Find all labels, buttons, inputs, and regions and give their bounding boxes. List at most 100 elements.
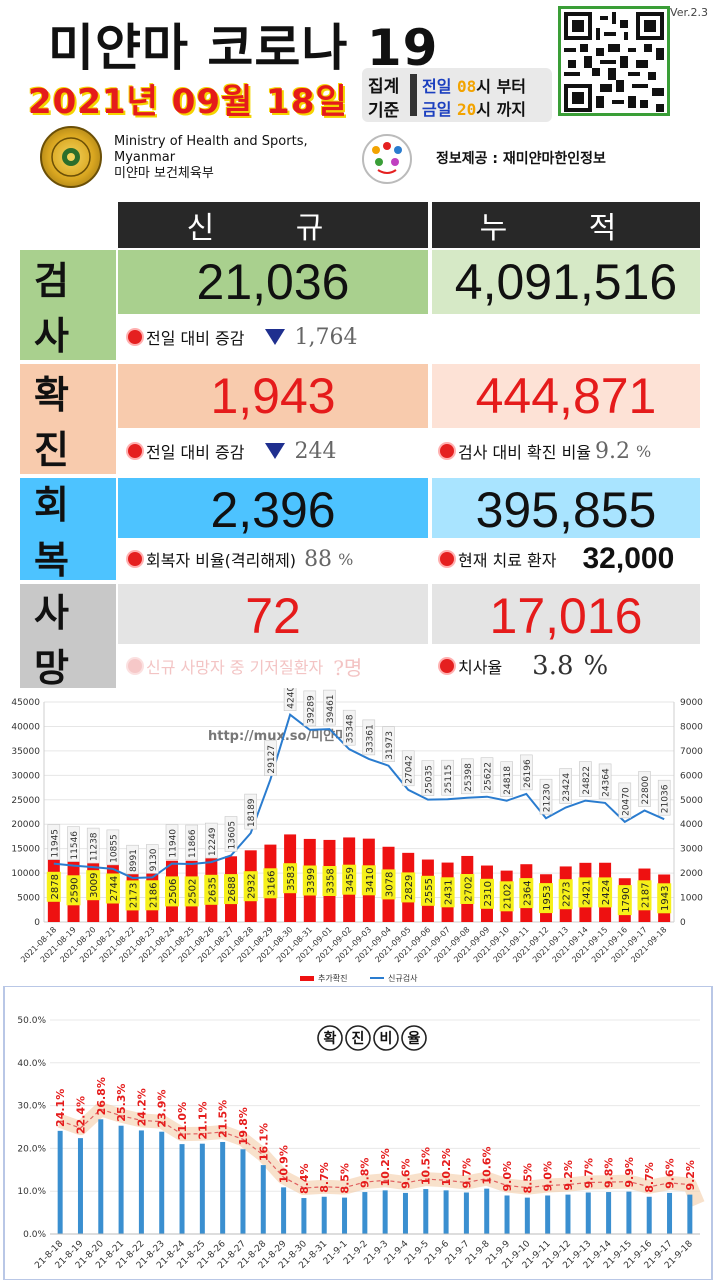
legend-cases-swatch [300, 976, 314, 981]
tests-data-label: 27042 [405, 755, 415, 784]
tests-label-box [618, 782, 632, 819]
case-label-group: 1953 [539, 883, 553, 914]
tests-label-box [500, 761, 514, 797]
ratio-data-label: 9.8% [359, 1158, 372, 1189]
row-label-recovered: 회 복 [20, 478, 116, 582]
tests-change-row: 전일 대비 증감 1,764 [118, 314, 700, 360]
tests-label-group: 42400 [283, 688, 297, 712]
period-line1-prefix: 전일 [422, 77, 452, 96]
tests-label-box [539, 778, 553, 815]
ratio-data-label: 21.5% [217, 1100, 230, 1138]
ratio-bar [443, 1190, 449, 1234]
tests-label-group: 18189 [244, 793, 257, 830]
case-label-group: 1943 [657, 883, 672, 914]
case-label-box [519, 878, 534, 909]
tests-label-group: 24364 [598, 763, 612, 800]
case-label-box [204, 874, 219, 905]
ratio-data-label: 10.9% [278, 1145, 291, 1183]
case-label-box [617, 885, 632, 916]
tests-label-box [224, 816, 238, 852]
ratio-bar [98, 1119, 104, 1234]
case-label-box [342, 864, 357, 895]
ratio-bar [179, 1144, 185, 1234]
y-right-tick-label: 7000 [680, 747, 703, 757]
case-label-box [145, 880, 160, 911]
tests-label-group: 21230 [539, 778, 553, 815]
case-label-box [322, 866, 337, 896]
cases-change-value: 244 [294, 438, 337, 464]
period-label-top: 집계 [368, 77, 400, 97]
y-right-tick-label: 0 [680, 918, 686, 928]
tests-line [53, 713, 665, 880]
case-label-group: 2364 [519, 878, 534, 909]
tests-label-box [598, 763, 612, 800]
tests-data-label: 35348 [346, 714, 356, 743]
period-line2-prefix: 금일 [422, 100, 452, 119]
case-label-box [46, 871, 61, 902]
case-data-label: 3166 [266, 871, 277, 896]
ratio-data-label: 19.8% [237, 1107, 250, 1145]
ratio-bar [382, 1190, 388, 1234]
tests-label-box [441, 759, 454, 796]
case-data-label: 1953 [542, 885, 553, 910]
case-label-box [66, 875, 81, 906]
period-line-1: 전일 08시 부터 [422, 73, 526, 97]
y-right-tick-label: 6000 [680, 771, 703, 781]
ratio-bar [402, 1192, 408, 1234]
tests-data-label: 9130 [149, 848, 159, 871]
case-data-label: 1790 [621, 887, 632, 912]
fatality-rate-value: 3.8 [532, 651, 574, 681]
ratio-data-label: 8.5% [521, 1163, 534, 1194]
period-label-bottom: 기준 [368, 101, 400, 121]
y-left-tick-label: 0 [34, 918, 40, 928]
case-data-label: 2186 [148, 883, 159, 908]
ratio-bar [423, 1189, 429, 1234]
tests-label-group: 11945 [47, 824, 60, 860]
case-label-group: 3410 [361, 865, 376, 896]
tests-label-group: 27042 [401, 750, 415, 787]
tests-data-label: 22800 [641, 776, 651, 805]
tests-label-box [559, 768, 573, 804]
positivity-label: 검사 대비 확진 비율 [458, 443, 592, 462]
tests-label-group: 24818 [500, 761, 514, 797]
case-label-group: 2878 [46, 871, 61, 902]
tests-label-group: 39289 [303, 690, 316, 727]
case-label-group: 2186 [145, 880, 160, 911]
tests-data-label: 11945 [50, 829, 60, 858]
case-label-box [420, 875, 435, 906]
ministry-name: Ministry of Health and Sports, Myanmar 미… [114, 134, 308, 182]
tests-data-label: 21230 [543, 783, 553, 812]
period-line1-num: 08 [457, 77, 477, 96]
y-right-tick-label: 2000 [680, 869, 703, 879]
down-triangle-icon [264, 329, 285, 345]
tests-data-label: 24818 [503, 766, 513, 795]
case-data-label: 2829 [404, 875, 415, 900]
tests-data-label: 13605 [228, 821, 238, 850]
case-label-box [401, 872, 416, 903]
tests-label-box [323, 689, 336, 726]
case-data-label: 2702 [463, 876, 474, 901]
tests-data-label: 8991 [129, 849, 139, 872]
tests-data-label: 11940 [169, 829, 179, 858]
bullet-icon [440, 444, 454, 458]
case-label-group: 3583 [283, 863, 298, 894]
case-data-label: 2878 [50, 874, 61, 899]
ratio-bar [687, 1194, 693, 1234]
tests-label-group: 26196 [519, 754, 533, 791]
case-data-label: 3358 [326, 868, 337, 893]
title-char-circle [401, 1025, 427, 1051]
ratio-data-label: 10.2% [379, 1148, 392, 1186]
tests-data-label: 25622 [484, 762, 494, 791]
active-cases-value: 32,000 [582, 542, 675, 575]
tests-label-box [146, 844, 159, 874]
tests-label-group: 25035 [421, 760, 434, 796]
ratio-bar [260, 1165, 266, 1234]
qr-code[interactable] [558, 6, 670, 116]
tests-data-label: 18189 [247, 798, 257, 827]
ratio-data-label: 9.6% [400, 1158, 413, 1189]
recovery-rate-unit: % [338, 549, 354, 569]
tests-data-label: 23424 [562, 773, 572, 802]
tests-data-label: 25035 [424, 765, 434, 794]
case-data-label: 2364 [522, 880, 533, 905]
